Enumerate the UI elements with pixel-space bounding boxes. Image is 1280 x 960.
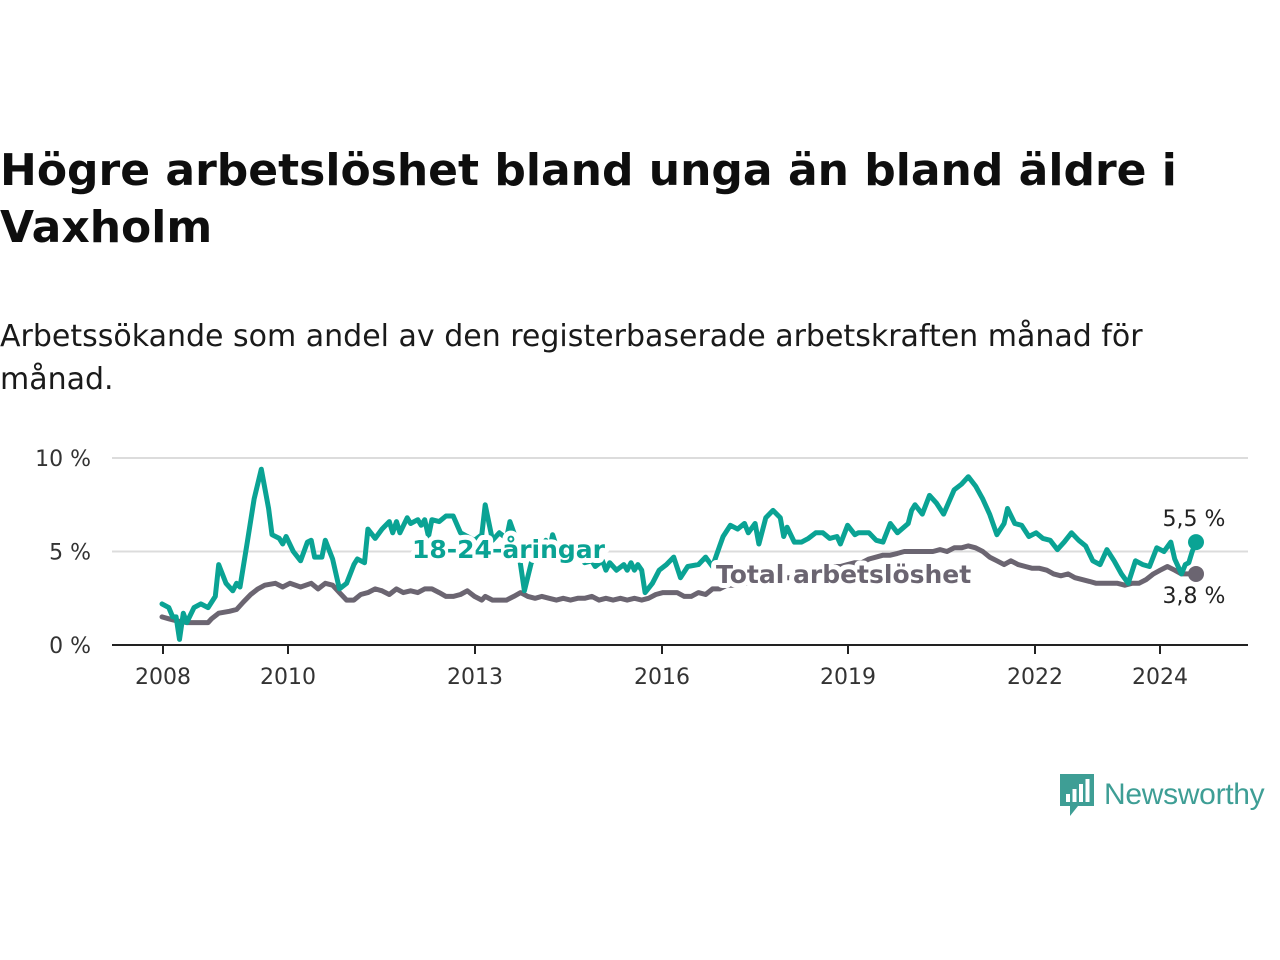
brand-name: Newsworthy <box>1104 778 1265 811</box>
end-dot-youth <box>1188 534 1204 551</box>
x-tick-label: 2013 <box>447 665 503 690</box>
y-axis-ticks: 0 % 5 % 10 % <box>35 447 91 659</box>
series-lines <box>159 466 1199 642</box>
x-tick-label: 2019 <box>820 665 876 690</box>
y-tick-label: 10 % <box>35 447 91 472</box>
series-line-youth <box>159 466 1199 642</box>
x-axis-ticks: 2008 2010 2013 2016 2019 2022 2024 <box>135 645 1188 690</box>
x-tick-label: 2022 <box>1007 665 1063 690</box>
series-label-total: Total arbetslöshet <box>716 560 971 589</box>
series-labels: 18-24-åringar Total arbetslöshet <box>407 530 976 594</box>
bar-chart-speech-bubble-icon <box>1060 774 1094 816</box>
newsworthy-logo: Newsworthy <box>1058 772 1265 818</box>
x-tick-label: 2024 <box>1132 665 1188 690</box>
y-tick-label: 5 % <box>49 541 91 566</box>
end-dot-total <box>1188 565 1204 582</box>
x-tick-label: 2016 <box>634 665 690 690</box>
chart-subtitle: Arbetssökande som andel av den registerb… <box>0 319 1143 397</box>
x-tick-label: 2008 <box>135 665 191 690</box>
y-tick-label: 0 % <box>49 634 91 659</box>
line-chart: 0 %5 %10 % 2008 2010 2013 2016 2019 2022 2024 … <box>35 447 1248 690</box>
x-tick-label: 2010 <box>260 665 316 690</box>
series-label-youth: 18-24-åringar <box>412 535 606 564</box>
series-end-markers: 5,5 % 3,8 % <box>1163 507 1226 609</box>
series-line-total <box>159 543 1199 626</box>
end-value-youth: 5,5 % <box>1163 507 1226 532</box>
end-value-total: 3,8 % <box>1163 584 1226 609</box>
chart-title: Högre arbetslöshet bland unga än bland ä… <box>0 145 1177 253</box>
